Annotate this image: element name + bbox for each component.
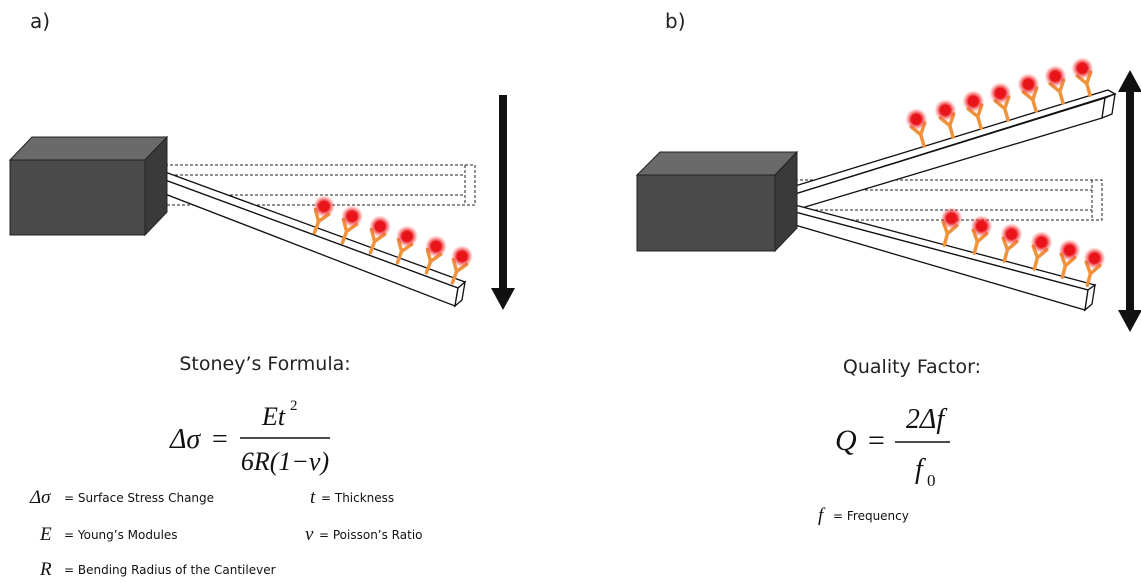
legend-text: = Surface Stress Change: [64, 491, 214, 505]
receptor: [903, 106, 935, 150]
legend-text: = Thickness: [321, 491, 394, 505]
receptor: [964, 213, 995, 256]
legend-symbol: Δσ: [29, 487, 51, 508]
receptor: [994, 221, 1025, 264]
legend-text: = Bending Radius of the Cantilever: [64, 563, 276, 577]
formula-subscript: 0: [927, 471, 936, 490]
legend-symbol: E: [39, 524, 52, 545]
legend-symbol: f: [818, 505, 826, 526]
receptor: [1024, 229, 1055, 272]
legend-symbol: t: [310, 487, 316, 508]
formula-lhs: Q: [835, 424, 857, 457]
legend-text: = Poisson’s Ratio: [319, 528, 423, 542]
receptor: [934, 205, 965, 248]
double-arrow: [1118, 70, 1141, 332]
formula-equals: =: [212, 424, 228, 455]
legend-symbol: R: [39, 559, 52, 580]
diagram: a) Stoney’s Formula: Δσ = Et 2 6R(1−ν) Δ…: [0, 0, 1141, 583]
formula-numerator: Et: [261, 402, 286, 431]
bent-beam: [165, 172, 465, 306]
formula-lhs: Δσ: [169, 424, 201, 455]
panel-label: a): [30, 9, 50, 33]
formula-numerator: 2Δf: [906, 404, 947, 435]
receptor: [987, 80, 1019, 124]
panel-label: b): [665, 9, 686, 33]
receptor: [932, 97, 964, 141]
base-block: [637, 152, 797, 251]
formula-denominator: 6R(1−ν): [241, 447, 329, 476]
receptor: [960, 88, 992, 132]
formula-title: Stoney’s Formula:: [179, 353, 350, 375]
formula-title: Quality Factor:: [843, 356, 981, 378]
receptor: [1015, 71, 1047, 115]
receptor: [1052, 237, 1083, 280]
formula-denominator: f: [915, 454, 926, 485]
base-block: [10, 137, 167, 235]
legend-text: = Frequency: [833, 509, 909, 523]
legend-text: = Young’s Modules: [64, 528, 178, 542]
formula-equals: =: [868, 424, 885, 457]
arrow-down: [491, 95, 515, 310]
receptor: [1042, 63, 1074, 107]
formula-exponent: 2: [290, 398, 298, 414]
receptor: [1069, 55, 1101, 99]
legend-symbol: ν: [305, 524, 314, 545]
